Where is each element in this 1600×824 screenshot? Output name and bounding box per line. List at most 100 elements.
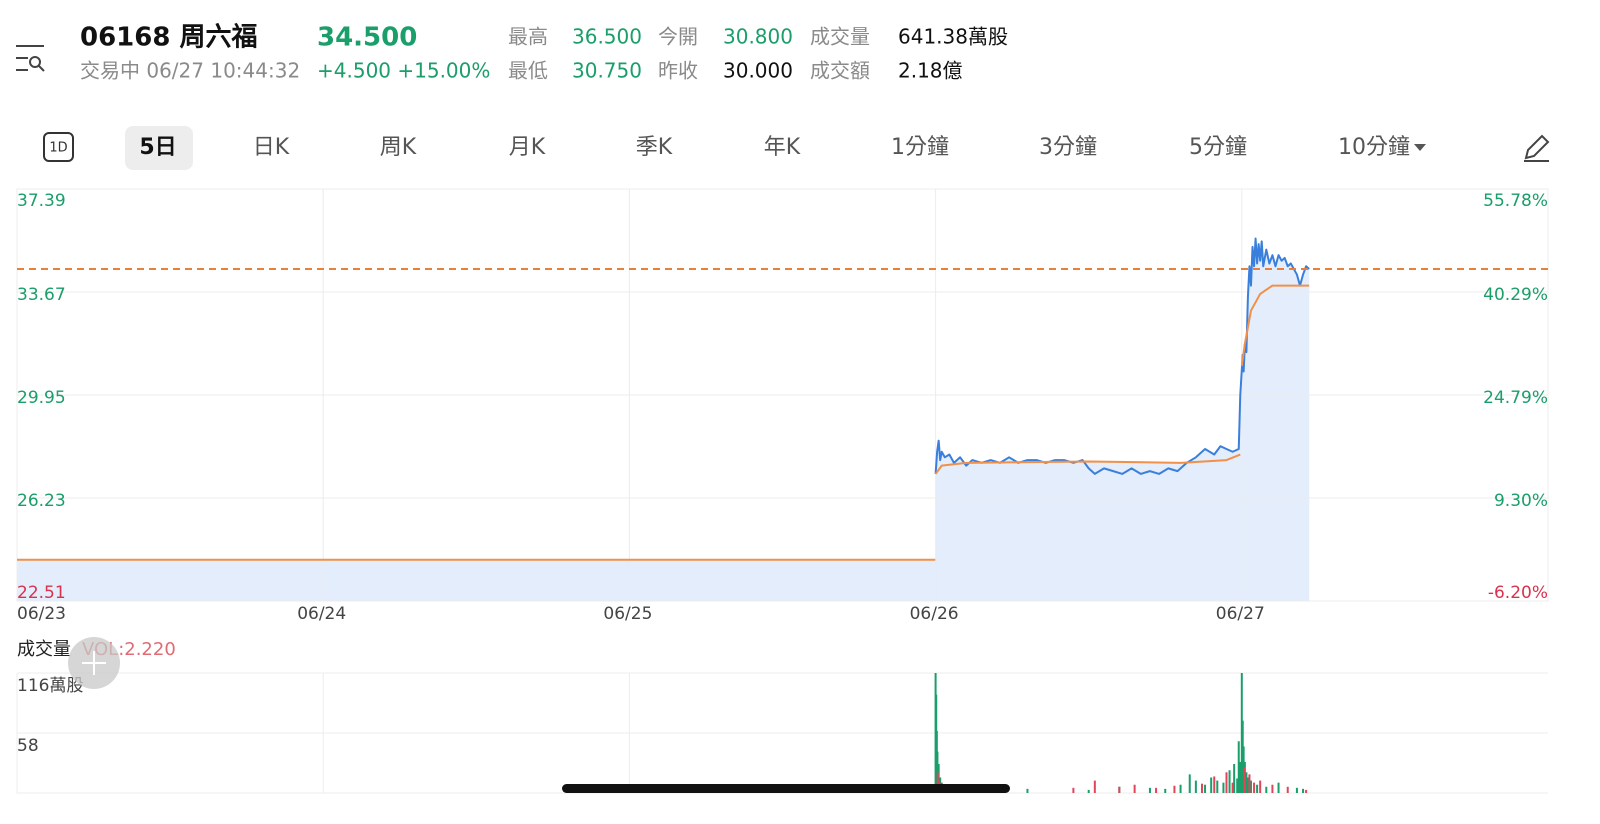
y-tick-label: 116萬股 [17, 676, 83, 696]
area-fill [1241, 285, 1310, 601]
tab[interactable]: 日K [253, 135, 290, 160]
stat-value: 30.800 [723, 25, 793, 49]
volume-bar [1200, 783, 1203, 793]
tab[interactable]: 季K [636, 135, 673, 160]
volume-bar [1295, 787, 1298, 793]
volume-bar [1194, 780, 1197, 793]
volume-bar [936, 772, 939, 793]
y2-tick-label: 24.79% [1483, 388, 1548, 408]
area-fill [17, 559, 936, 601]
price-line [17, 284, 1310, 561]
y-tick-label: 22.51 [17, 583, 66, 603]
tab[interactable]: 10分鐘 [1338, 135, 1410, 160]
x-tick-label: 06/27 [1216, 604, 1265, 624]
volume-bar [1249, 780, 1252, 793]
volume-bar [1225, 772, 1228, 793]
draw-tool-icon[interactable] [1524, 134, 1550, 162]
menu-icon[interactable] [16, 45, 45, 72]
volume-bar [1236, 778, 1239, 793]
stat-label: 成交量 [810, 25, 870, 49]
volume-bar [1305, 789, 1308, 793]
volume-bar [1246, 777, 1249, 793]
volume-bar [1072, 787, 1075, 793]
volume-bar [1026, 788, 1029, 793]
volume-bar [1271, 784, 1274, 793]
trade-status: 交易中 06/27 10:44:32 [80, 59, 300, 83]
y-tick-label: 33.67 [17, 285, 66, 305]
tab-icon[interactable]: 1D [49, 141, 67, 156]
tab-selected-bg [125, 126, 193, 170]
volume-bar [1216, 780, 1219, 793]
volume-bar [1277, 782, 1280, 793]
volume-bar [1243, 767, 1246, 793]
x-tick-label: 06/23 [17, 604, 66, 624]
stat-label: 今開 [658, 25, 698, 49]
y-tick-label: 37.39 [17, 191, 66, 211]
volume-bar [1231, 782, 1234, 793]
y-tick-label: 29.95 [17, 388, 66, 408]
volume-bar [1302, 788, 1305, 793]
volume-bar [1265, 786, 1268, 793]
volume-bar [1093, 780, 1096, 793]
tab[interactable]: 1分鐘 [891, 135, 949, 160]
volume-title: 成交量 [17, 639, 71, 660]
price-change: +4.500 +15.00% [317, 59, 490, 83]
volume-bar [1155, 787, 1158, 793]
stock-name: 06168 周六福 [80, 23, 258, 53]
volume-bar [1222, 782, 1225, 793]
stock-price: 34.500 [317, 23, 417, 53]
tab[interactable]: 月K [509, 135, 546, 160]
tab[interactable]: 年K [764, 135, 801, 160]
volume-bar [1245, 772, 1248, 793]
volume-bar [1253, 782, 1256, 793]
volume-bar [1210, 777, 1213, 793]
x-tick-label: 06/26 [910, 604, 959, 624]
volume-bar [1148, 787, 1151, 793]
area-fill [935, 454, 1241, 601]
volume-bar [1256, 784, 1259, 793]
volume-bar [1248, 774, 1251, 793]
volume-bar [1228, 770, 1231, 793]
y-tick-label: 26.23 [17, 491, 66, 511]
tab[interactable]: 5分鐘 [1189, 135, 1247, 160]
volume-bar [1133, 784, 1136, 793]
stat-value: 2.18億 [898, 59, 963, 83]
tab[interactable]: 5日 [139, 135, 176, 160]
volume-bar [1179, 784, 1182, 793]
stat-label: 最低 [508, 59, 548, 83]
volume-bar [1259, 780, 1262, 793]
volume-bar [936, 751, 939, 793]
volume-bar [1286, 786, 1289, 793]
volume-bar [1204, 784, 1207, 793]
volume-bar [1164, 788, 1167, 793]
volume-bar [1237, 741, 1240, 793]
x-tick-label: 06/25 [603, 604, 652, 624]
y2-tick-label: 9.30% [1494, 491, 1548, 511]
tab-icon-box[interactable] [43, 132, 74, 162]
stat-value: 30.000 [723, 59, 793, 83]
volume-bar [1233, 764, 1236, 793]
y2-tick-label: -6.20% [1488, 583, 1548, 603]
y-tick-label: 58 [17, 736, 39, 756]
volume-bar [1087, 789, 1090, 793]
stat-label: 昨收 [658, 59, 698, 83]
stat-label: 成交額 [810, 59, 870, 83]
volume-bar [1118, 786, 1121, 793]
volume-bar [1213, 776, 1216, 793]
stat-label: 最高 [508, 25, 548, 49]
y2-tick-label: 40.29% [1483, 285, 1548, 305]
x-tick-label: 06/24 [297, 604, 346, 624]
volume-bar [1188, 774, 1191, 793]
volume-bar [1173, 785, 1176, 793]
price-line [934, 237, 1310, 475]
y2-tick-label: 55.78% [1483, 191, 1548, 211]
floating-add-button[interactable] [68, 637, 120, 689]
stat-value: 641.38萬股 [898, 25, 1008, 49]
volume-bar [1239, 761, 1242, 793]
tab[interactable]: 3分鐘 [1039, 135, 1097, 160]
dropdown-arrow[interactable] [1414, 144, 1426, 151]
stat-value: 36.500 [572, 25, 642, 49]
stat-value: 30.750 [572, 59, 642, 83]
tab[interactable]: 周K [380, 135, 417, 160]
